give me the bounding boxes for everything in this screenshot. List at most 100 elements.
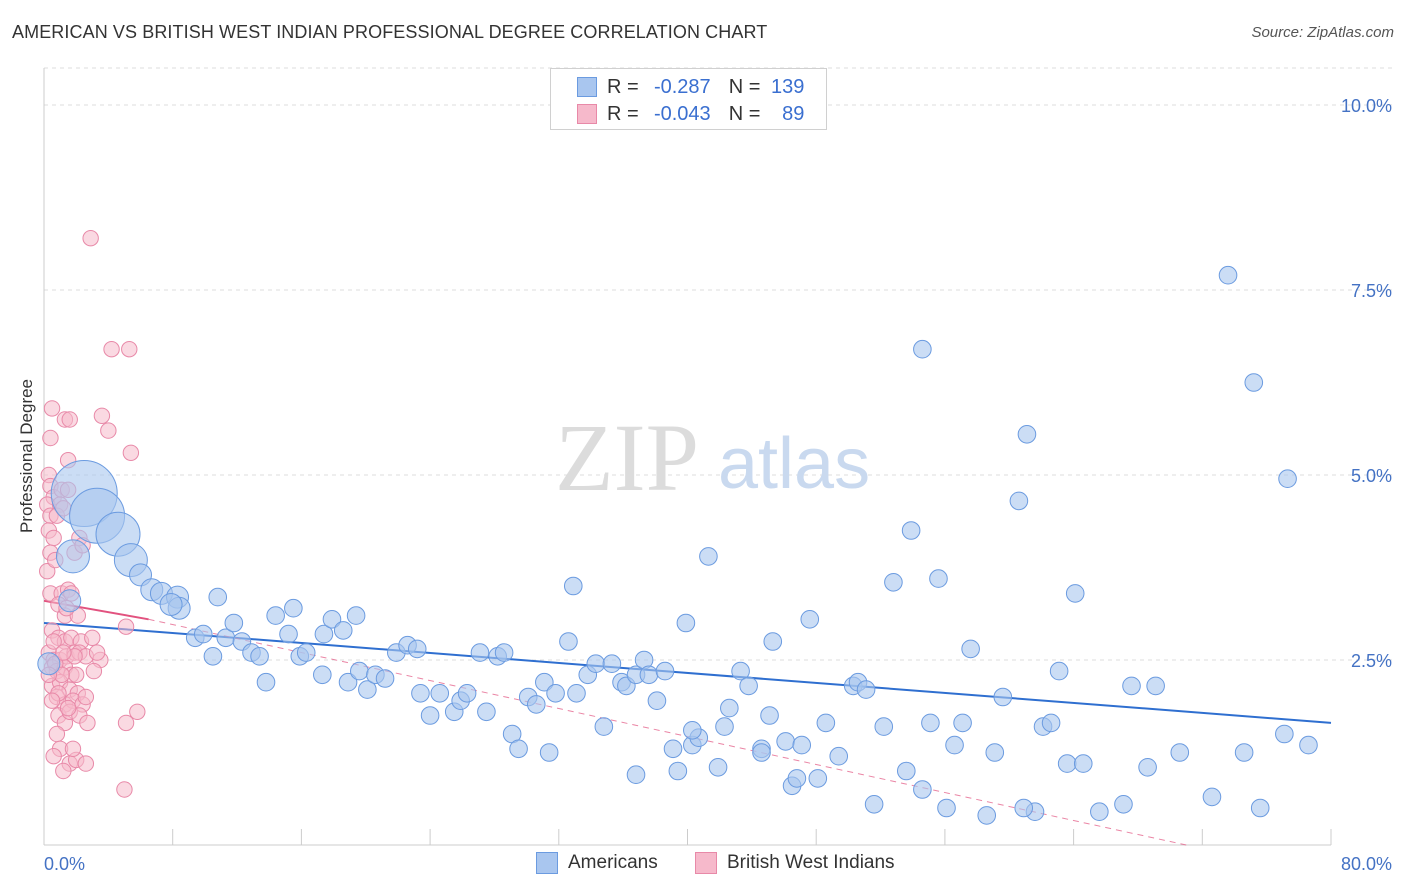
data-point-americans bbox=[829, 746, 849, 766]
data-point-americans bbox=[203, 647, 223, 666]
data-point-americans bbox=[546, 684, 565, 703]
data-point-americans bbox=[776, 732, 795, 751]
data-point-british-west-indians bbox=[77, 688, 95, 706]
data-point-americans bbox=[407, 639, 427, 659]
data-point-british-west-indians bbox=[48, 725, 66, 743]
data-point-americans bbox=[1122, 676, 1141, 696]
watermark: ZIP atlas bbox=[555, 404, 870, 511]
data-point-americans bbox=[266, 606, 285, 625]
data-point-americans bbox=[901, 521, 921, 540]
data-point-americans bbox=[708, 758, 728, 777]
data-point-americans bbox=[539, 743, 559, 762]
data-point-british-west-indians bbox=[122, 444, 140, 461]
data-point-americans bbox=[921, 713, 940, 733]
data-point-british-west-indians bbox=[93, 407, 111, 424]
data-point-americans bbox=[913, 780, 932, 799]
data-point-americans bbox=[430, 684, 450, 703]
data-point-americans bbox=[477, 702, 496, 722]
data-point-british-west-indians bbox=[45, 748, 62, 765]
legend-item-americans[interactable]: Americans bbox=[536, 852, 658, 874]
legend-swatch-pink bbox=[577, 104, 597, 124]
legend-n-value: 89 bbox=[782, 102, 805, 125]
data-point-americans bbox=[763, 632, 783, 651]
legend-item-british-west-indians[interactable]: British West Indians bbox=[695, 852, 895, 874]
data-point-americans bbox=[602, 654, 622, 674]
points-americans bbox=[37, 265, 1318, 825]
data-point-british-west-indians bbox=[85, 662, 103, 680]
y-tick-label: 5.0% bbox=[1351, 466, 1392, 486]
data-point-americans bbox=[874, 717, 894, 736]
data-point-americans bbox=[929, 569, 948, 588]
data-point-americans bbox=[526, 695, 546, 714]
data-point-americans bbox=[358, 680, 377, 699]
data-point-british-west-indians bbox=[61, 411, 78, 428]
data-point-americans bbox=[314, 624, 334, 644]
data-point-americans bbox=[284, 598, 303, 618]
legend-r-value: -0.043 bbox=[653, 102, 711, 125]
data-point-americans bbox=[296, 643, 316, 662]
legend-swatch-british-west-indians bbox=[695, 852, 717, 874]
legend-swatch-blue bbox=[577, 77, 597, 97]
trend-line-british-west-indians-extension bbox=[148, 618, 1187, 846]
data-point-americans bbox=[470, 643, 490, 662]
data-point-british-west-indians bbox=[45, 633, 62, 650]
data-point-british-west-indians bbox=[117, 618, 135, 635]
data-point-americans bbox=[1114, 795, 1133, 814]
data-point-americans bbox=[626, 765, 646, 785]
x-tick-label-min: 0.0% bbox=[44, 854, 85, 874]
watermark-zip: ZIP bbox=[555, 404, 699, 511]
correlation-legend: R = -0.287 N = 139 R = -0.043 N = 89 bbox=[550, 68, 827, 130]
series-legend: Americans British West Indians bbox=[0, 850, 1406, 880]
data-point-americans bbox=[808, 769, 828, 788]
data-point-americans bbox=[333, 621, 353, 640]
data-point-americans bbox=[457, 684, 477, 703]
data-point-british-west-indians bbox=[64, 740, 82, 757]
data-point-americans bbox=[1278, 469, 1297, 489]
data-point-americans bbox=[663, 739, 683, 759]
legend-n-value: 139 bbox=[771, 75, 805, 98]
data-point-americans bbox=[884, 573, 903, 592]
data-point-americans bbox=[346, 606, 366, 625]
y-tick-label: 10.0% bbox=[1341, 96, 1392, 116]
data-point-americans bbox=[953, 713, 972, 733]
data-point-americans bbox=[420, 706, 440, 725]
grid-lines bbox=[44, 67, 1392, 661]
data-point-americans bbox=[256, 672, 276, 692]
data-point-americans bbox=[1244, 373, 1264, 392]
data-point-british-west-indians bbox=[79, 714, 96, 732]
data-point-americans bbox=[937, 798, 956, 818]
data-point-americans bbox=[338, 672, 358, 692]
data-point-americans bbox=[1065, 584, 1085, 603]
trend-line-americans bbox=[43, 622, 1332, 724]
data-point-british-west-indians bbox=[43, 692, 61, 709]
data-point-british-west-indians bbox=[129, 703, 146, 720]
data-point-americans bbox=[1299, 735, 1318, 755]
data-point-americans bbox=[1009, 491, 1029, 511]
data-point-americans bbox=[985, 743, 1005, 762]
data-point-americans bbox=[993, 687, 1013, 707]
data-point-americans bbox=[787, 769, 807, 788]
data-point-americans bbox=[350, 661, 369, 681]
data-point-americans bbox=[864, 795, 884, 814]
data-point-americans bbox=[250, 647, 269, 666]
y-tick-label: 7.5% bbox=[1351, 281, 1392, 301]
data-point-americans bbox=[1041, 713, 1061, 733]
data-point-americans bbox=[208, 587, 228, 607]
data-point-british-west-indians bbox=[121, 341, 138, 358]
data-point-americans bbox=[1138, 758, 1157, 777]
data-point-americans bbox=[559, 632, 578, 651]
data-point-americans bbox=[411, 684, 430, 703]
data-point-british-west-indians bbox=[82, 230, 99, 247]
data-point-british-west-indians bbox=[103, 341, 120, 358]
data-point-americans bbox=[655, 661, 675, 681]
data-point-americans bbox=[639, 665, 659, 685]
data-point-americans bbox=[224, 613, 244, 633]
data-point-americans bbox=[961, 639, 980, 659]
y-tick-label: 2.5% bbox=[1351, 651, 1392, 671]
axes bbox=[43, 68, 1332, 846]
data-point-americans bbox=[567, 684, 586, 703]
chart-title: AMERICAN VS BRITISH WEST INDIAN PROFESSI… bbox=[12, 22, 768, 42]
data-point-americans bbox=[792, 735, 812, 755]
data-point-british-west-indians bbox=[100, 422, 117, 439]
